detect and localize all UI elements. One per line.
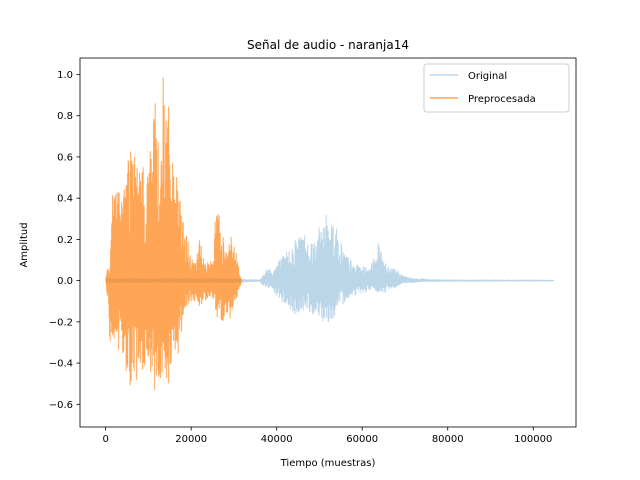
y-tick-label: 0.8 bbox=[57, 111, 73, 122]
legend-box bbox=[423, 63, 570, 113]
x-tick-label: 60000 bbox=[346, 434, 378, 445]
x-tick-label: 80000 bbox=[432, 434, 464, 445]
y-axis-label: Amplitud bbox=[19, 222, 30, 267]
y-tick-label: −0.2 bbox=[49, 317, 73, 328]
y-axis: −0.6 −0.4 −0.2 0.0 0.2 0.4 0.6 0.8 1.0 bbox=[49, 70, 80, 411]
y-tick-label: 0.6 bbox=[57, 152, 73, 163]
x-tick-label: 0 bbox=[102, 434, 108, 445]
x-tick-label: 40000 bbox=[261, 434, 293, 445]
series-line-preprocesada bbox=[105, 77, 242, 391]
x-tick-label: 100000 bbox=[514, 434, 552, 445]
y-tick-label: −0.4 bbox=[49, 359, 73, 370]
chart-title: Señal de audio - naranja14 bbox=[247, 38, 409, 52]
plot-frame bbox=[79, 57, 577, 428]
y-tick-label: 0.4 bbox=[57, 194, 73, 205]
x-axis: 0 20000 40000 60000 80000 100000 bbox=[102, 427, 552, 445]
x-tick-label: 20000 bbox=[175, 434, 207, 445]
y-tick-label: 0.0 bbox=[57, 276, 73, 287]
legend: Original Preprocesada bbox=[423, 63, 570, 113]
legend-label-original: Original bbox=[468, 71, 507, 82]
legend-label-preprocesada: Preprocesada bbox=[468, 94, 536, 105]
y-tick-label: 0.2 bbox=[57, 235, 73, 246]
y-tick-label: 1.0 bbox=[57, 70, 73, 81]
x-axis-label: Tiempo (muestras) bbox=[280, 458, 376, 469]
series-group bbox=[105, 77, 555, 391]
plot-area bbox=[79, 57, 577, 428]
y-tick-label: −0.6 bbox=[49, 400, 73, 411]
